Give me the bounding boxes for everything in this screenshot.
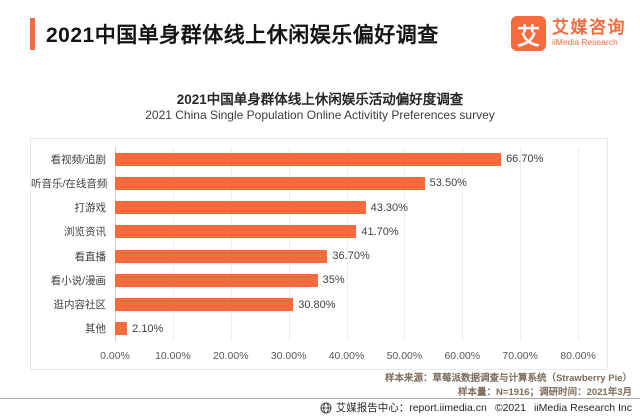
bar [115, 298, 294, 312]
gridline [578, 147, 580, 341]
bar [115, 176, 425, 190]
x-tick-label: 40.00% [328, 350, 365, 362]
value-label: 41.70% [361, 225, 399, 238]
value-label: 35% [322, 274, 345, 287]
category-label: 看小说/漫画 [50, 274, 106, 287]
value-label: 2.10% [132, 322, 164, 335]
x-tick-label: 60.00% [444, 350, 481, 362]
x-tick-label: 0.00% [100, 350, 130, 362]
sample-notes: 样本来源：草莓派数据调查与计算系统（Strawberry Pie） 样本量：N=… [385, 372, 632, 400]
chart-gridlines [115, 147, 607, 341]
x-tick-label: 20.00% [212, 350, 249, 362]
category-label: 打游戏 [74, 202, 107, 215]
chart-subtitle: 2021 China Single Population Online Acti… [145, 108, 495, 122]
iimedia-logo-icon: 艾 [511, 16, 546, 51]
footer-report-center: 艾媒报告中心：report.iimedia.cn [335, 402, 487, 414]
chart-title: 2021中国单身群体线上休闲娱乐活动偏好度调查 [176, 92, 464, 107]
x-tick-label: 80.00% [560, 350, 596, 362]
bar-track: 43.30% [115, 201, 607, 215]
bar-row: 打游戏 43.30% [31, 196, 607, 220]
category-label: 看视频/追剧 [50, 153, 106, 166]
gridline [230, 147, 232, 341]
bar-track: 30.80% [115, 298, 607, 312]
bar-track: 2.10% [115, 322, 607, 336]
logo-name-en: iiMedia Research [552, 37, 618, 48]
bar [115, 322, 128, 336]
value-label: 66.70% [506, 153, 544, 166]
bar-row: 浏览资讯 41.70% [31, 220, 607, 244]
category-label: 看直播 [74, 250, 107, 263]
x-tick-label: 50.00% [386, 350, 423, 362]
page-header: 2021中国单身群体线上休闲娱乐偏好调查 [30, 18, 439, 50]
bar-row: 看直播 36.70% [31, 244, 607, 268]
gridline [404, 147, 406, 341]
x-tick-label: 70.00% [502, 350, 538, 362]
globe-icon [320, 402, 332, 414]
gridline [172, 147, 174, 341]
bar [115, 273, 318, 287]
x-axis: 0.00% 10.00% 20.00% 30.00% 40.00% 50.00% 60.00… [100, 350, 607, 364]
bar-row: 看视频/追剧 66.70% [31, 147, 607, 171]
bar-chart: 看视频/追剧 66.70% 听音乐/在线音频 53.50% 打游戏 43.30% 浏览资讯 4… [30, 138, 608, 370]
logo-name-cn: 艾媒咨询 [552, 18, 626, 38]
gridline [288, 147, 290, 341]
gridline [346, 147, 348, 341]
category-label: 听音乐/在线音频 [31, 177, 108, 190]
bar-track: 36.70% [115, 249, 607, 263]
sample-size-note: 样本量：N=1916；调研时间：2021年3月 [458, 387, 632, 398]
page-footer: 艾媒报告中心：report.iimedia.cn ©2021 iiMedia R… [0, 398, 640, 416]
bar-track: 35% [115, 273, 607, 287]
footer-company: iiMedia Research Inc [533, 401, 632, 414]
bar-track: 41.70% [115, 225, 607, 239]
x-tick-label: 10.00% [155, 350, 191, 362]
page-title: 2021中国单身群体线上休闲娱乐偏好调查 [46, 24, 439, 47]
bar [115, 201, 366, 215]
bar [115, 249, 328, 263]
gridline [462, 147, 464, 341]
gridline [520, 147, 522, 341]
title-accent-bar [30, 18, 35, 50]
bar-row: 其他 2.10% [31, 317, 607, 341]
value-label: 36.70% [332, 250, 370, 263]
bar-track: 53.50% [115, 176, 607, 190]
bar-track: 66.70% [115, 152, 607, 166]
category-label: 其他 [85, 323, 106, 336]
bar [115, 152, 502, 166]
bar-row: 听音乐/在线音频 53.50% [31, 171, 607, 195]
iimedia-logo: 艾 艾媒咨询 iiMedia Research [511, 16, 626, 51]
category-label: 逛内容社区 [53, 299, 107, 312]
chart-rows: 看视频/追剧 66.70% 听音乐/在线音频 53.50% 打游戏 43.30% 浏览资讯 4… [31, 147, 607, 341]
sample-source-note: 样本来源：草莓派数据调查与计算系统（Strawberry Pie） [384, 373, 632, 384]
bar-row: 逛内容社区 30.80% [31, 293, 607, 317]
bar [115, 225, 357, 239]
category-label: 浏览资讯 [64, 226, 106, 239]
footer-copyright: ©2021 [494, 401, 526, 414]
value-label: 30.80% [298, 298, 336, 311]
x-tick-label: 30.00% [270, 350, 307, 362]
y-axis-line [115, 147, 116, 341]
value-label: 43.30% [370, 201, 408, 214]
value-label: 53.50% [429, 177, 467, 190]
bar-row: 看小说/漫画 35% [31, 268, 607, 292]
